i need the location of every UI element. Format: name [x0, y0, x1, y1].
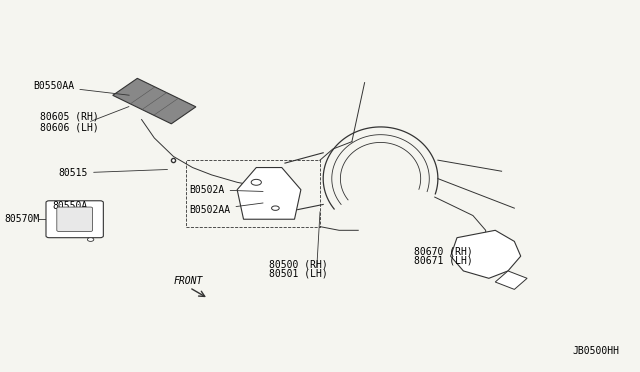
Text: B0502AA: B0502AA: [189, 203, 263, 215]
Circle shape: [271, 206, 279, 211]
Polygon shape: [113, 78, 196, 124]
Text: 80606 (LH): 80606 (LH): [40, 123, 99, 132]
Circle shape: [88, 238, 94, 241]
Text: 80605 (RH): 80605 (RH): [40, 112, 99, 122]
Text: B0550AA: B0550AA: [33, 81, 129, 95]
Polygon shape: [451, 230, 521, 278]
Text: JB0500HH: JB0500HH: [573, 346, 620, 356]
Polygon shape: [237, 167, 301, 219]
Text: FRONT: FRONT: [173, 276, 203, 286]
Text: 80670 (RH): 80670 (RH): [414, 246, 473, 256]
Text: 80550A: 80550A: [52, 201, 88, 211]
Text: 80501 (LH): 80501 (LH): [269, 269, 328, 279]
Text: B0502A: B0502A: [189, 185, 263, 195]
Text: 80500 (RH): 80500 (RH): [269, 259, 328, 269]
FancyBboxPatch shape: [57, 207, 93, 231]
Text: 80671 (LH): 80671 (LH): [414, 256, 473, 266]
Circle shape: [251, 179, 261, 185]
Text: 80570M: 80570M: [4, 214, 40, 224]
Text: 80515: 80515: [59, 168, 168, 178]
FancyBboxPatch shape: [46, 201, 103, 238]
Polygon shape: [495, 271, 527, 289]
